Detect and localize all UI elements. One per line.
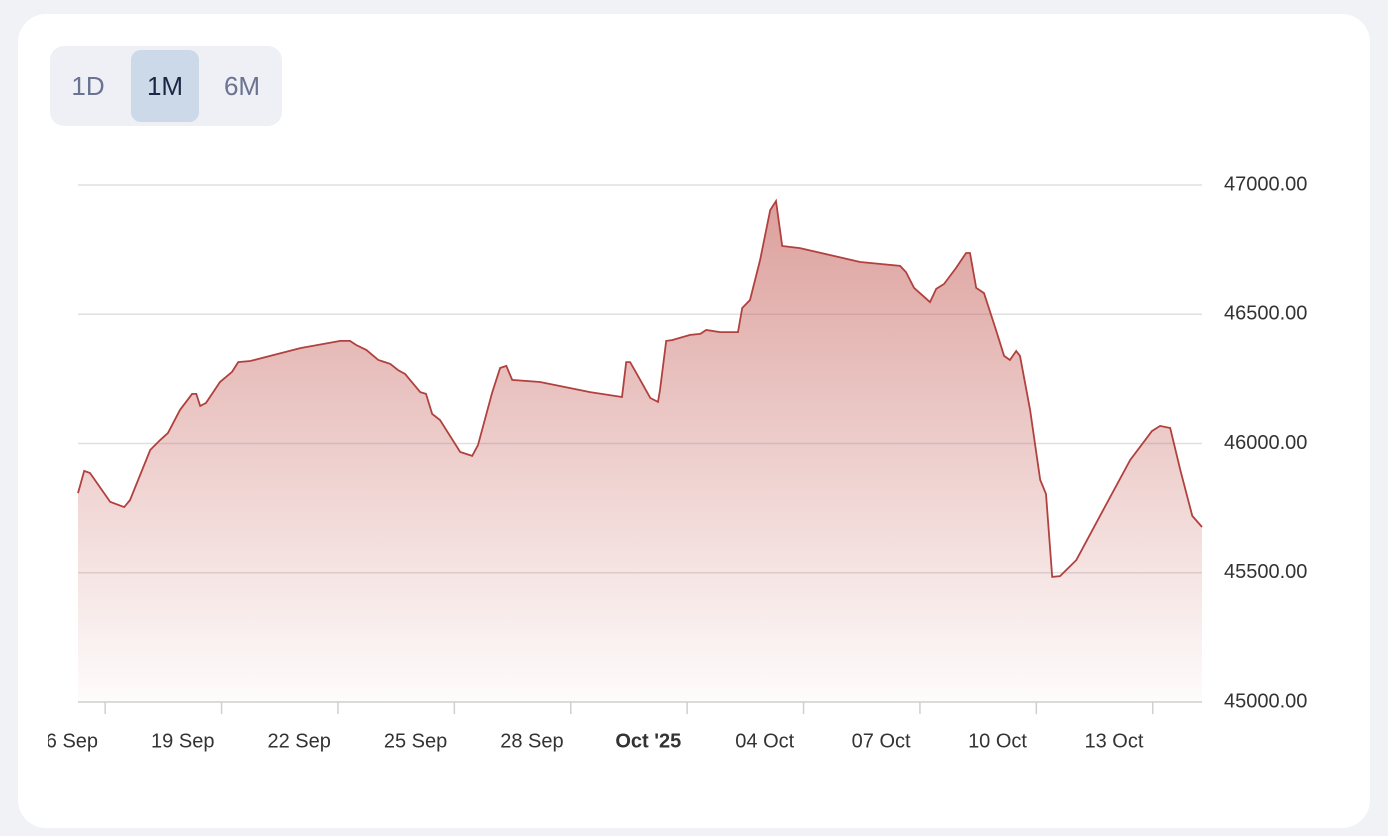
y-tick-label: 46500.00 <box>1224 303 1307 325</box>
y-tick-label: 45000.00 <box>1224 690 1307 712</box>
range-selector: 1D 1M 6M <box>50 46 282 126</box>
range-button[interactable]: 6M <box>223 71 261 101</box>
x-tick-label: 10 Oct <box>968 730 1027 752</box>
x-tick-label: Oct '25 <box>615 730 681 752</box>
price-line <box>77 198 1203 578</box>
x-tick-label: 13 Oct <box>1084 730 1143 752</box>
y-tick-label: 47000.00 <box>1224 173 1307 195</box>
area-fill <box>78 201 1202 702</box>
x-tick-label: 22 Sep <box>267 730 330 752</box>
x-tick-label: 04 Oct <box>735 730 794 752</box>
x-tick-label: 16 Sep <box>35 730 98 752</box>
y-tick-label: 46000.00 <box>1224 432 1307 454</box>
range-button[interactable]: 1D <box>71 71 105 101</box>
x-tick-label: 25 Sep <box>384 730 447 752</box>
x-tick-label: 28 Sep <box>500 730 563 752</box>
range-button[interactable]: 1M <box>131 50 199 122</box>
x-tick-label: 07 Oct <box>852 730 911 752</box>
y-tick-label: 45500.00 <box>1224 561 1307 583</box>
x-tick-label: 19 Sep <box>151 730 214 752</box>
